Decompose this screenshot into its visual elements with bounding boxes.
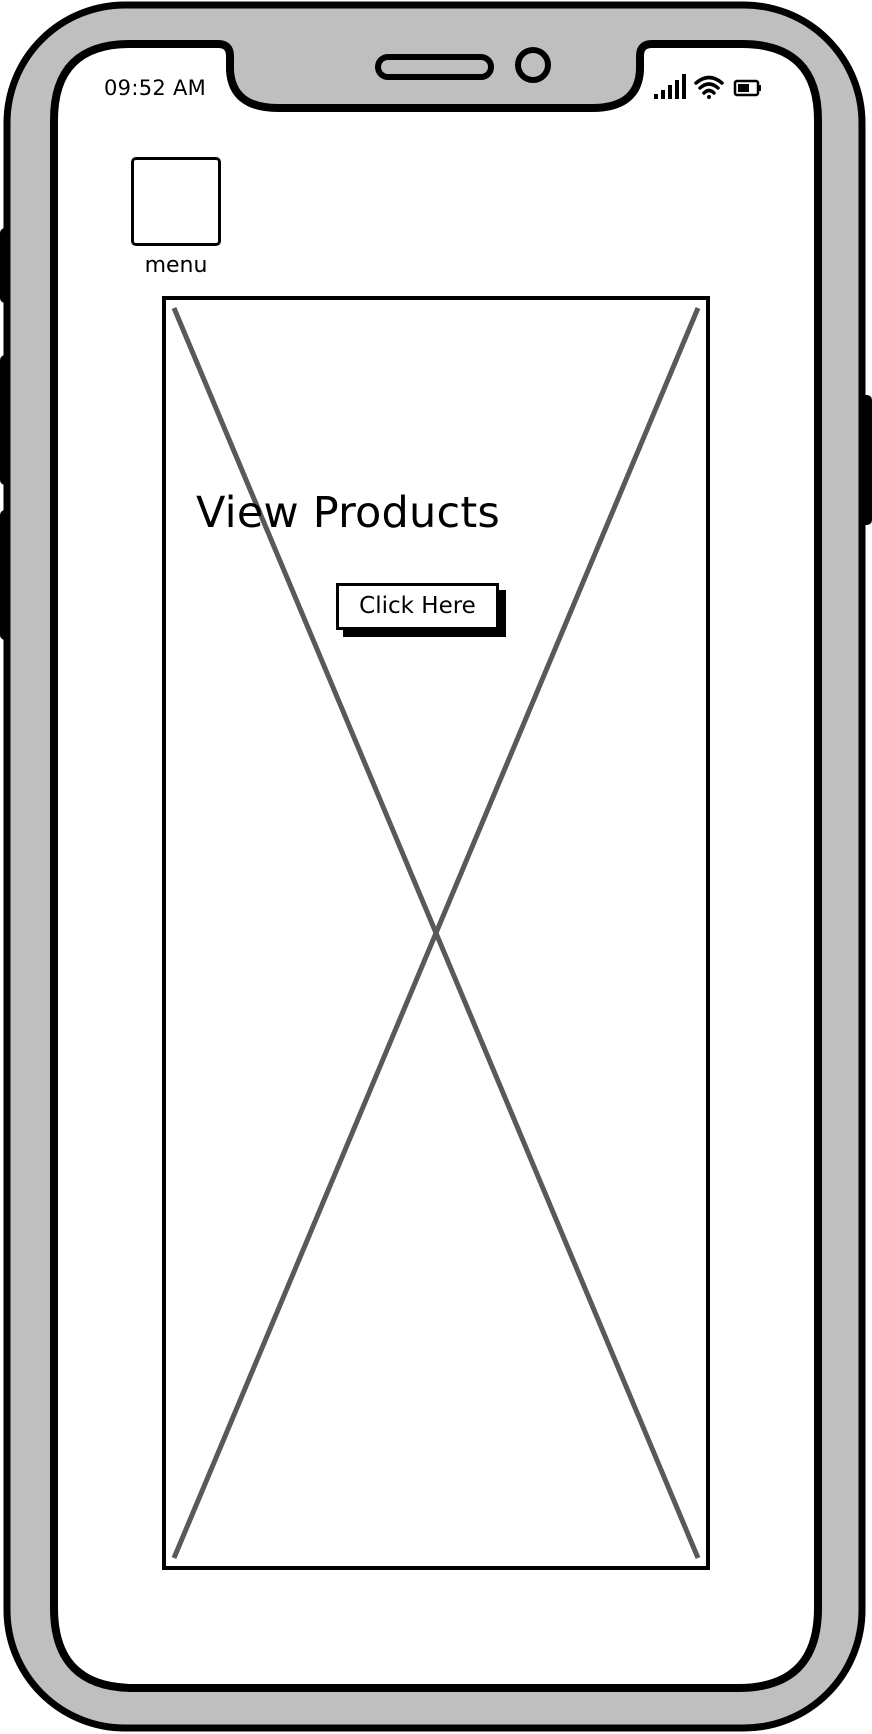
status-icons xyxy=(652,72,764,102)
front-camera-shape xyxy=(515,47,551,83)
menu-label: menu xyxy=(144,253,208,278)
click-here-button[interactable]: Click Here xyxy=(336,583,499,630)
battery-icon xyxy=(733,79,761,97)
wifi-icon xyxy=(694,75,724,99)
placeholder-diagonal-2 xyxy=(171,307,701,1559)
signal-icon xyxy=(654,74,686,99)
image-placeholder-cross xyxy=(171,307,701,1559)
status-time: 09:52 AM xyxy=(104,76,207,100)
hero-title: View Products xyxy=(196,488,500,538)
speaker-shape xyxy=(375,54,494,80)
hero-image-placeholder xyxy=(162,296,710,1570)
menu-button[interactable] xyxy=(131,157,221,246)
cta-container: Click Here xyxy=(336,583,506,637)
